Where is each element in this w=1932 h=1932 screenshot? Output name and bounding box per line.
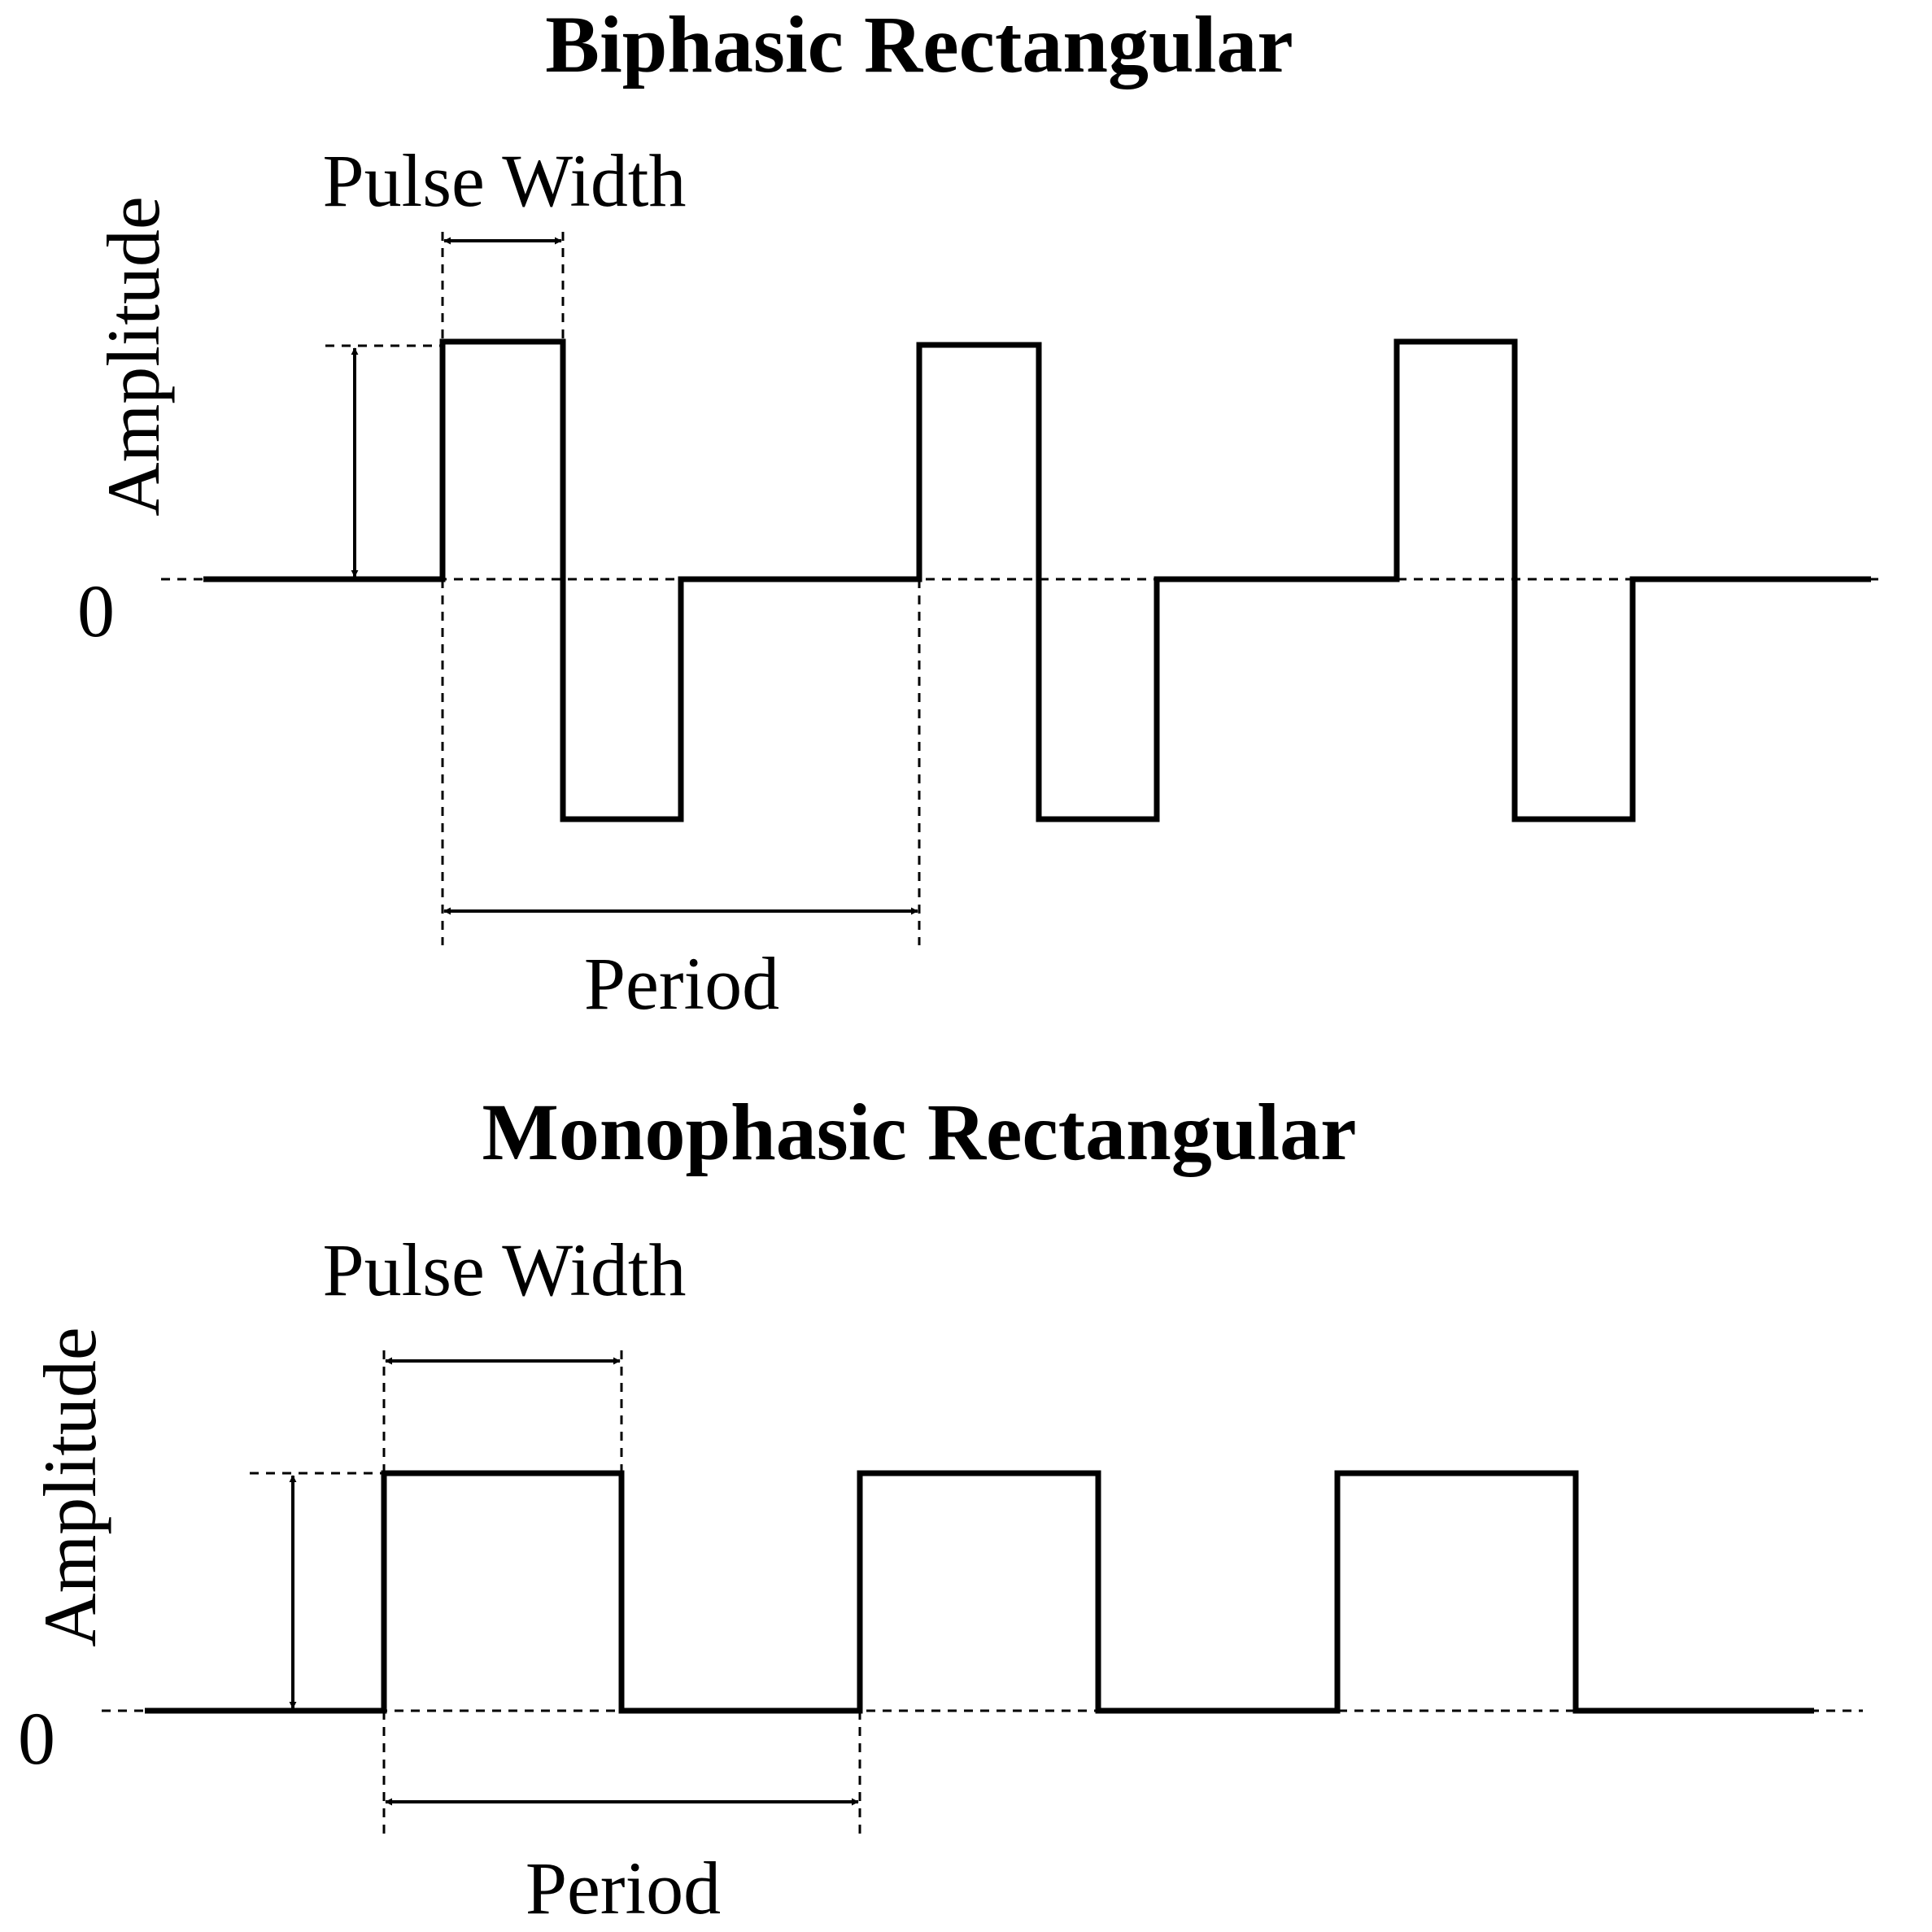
- biphasic-pulse-width-label: Pulse Width: [323, 139, 687, 222]
- biphasic-panel: Biphasic Rectangular Pulse Width Amplitu…: [77, 0, 1879, 1025]
- monophasic-title: Monophasic Rectangular: [482, 1087, 1357, 1177]
- biphasic-amplitude-label: Amplitude: [92, 196, 175, 517]
- monophasic-panel: Monophasic Rectangular Pulse Width Ampli…: [18, 1087, 1863, 1930]
- monophasic-zero-label: 0: [18, 1697, 55, 1780]
- biphasic-period-label: Period: [584, 942, 779, 1025]
- monophasic-amplitude-label: Amplitude: [28, 1327, 111, 1647]
- biphasic-title: Biphasic Rectangular: [545, 0, 1293, 89]
- monophasic-pulse-width-label: Pulse Width: [323, 1228, 687, 1311]
- biphasic-waveform: [203, 338, 1871, 822]
- monophasic-period-label: Period: [526, 1847, 721, 1930]
- monophasic-waveform: [145, 1470, 1814, 1714]
- biphasic-zero-label: 0: [77, 569, 115, 652]
